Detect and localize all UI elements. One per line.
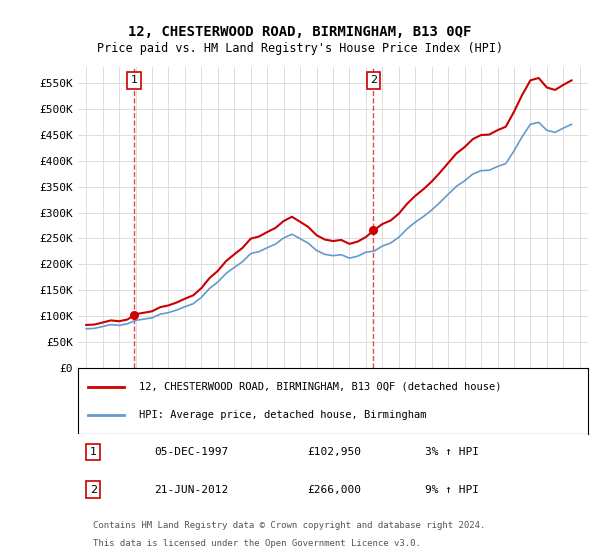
Text: 05-DEC-1997: 05-DEC-1997 [155,447,229,457]
Text: HPI: Average price, detached house, Birmingham: HPI: Average price, detached house, Birm… [139,410,427,421]
Text: £266,000: £266,000 [308,485,361,494]
Text: 21-JUN-2012: 21-JUN-2012 [155,485,229,494]
Text: Contains HM Land Registry data © Crown copyright and database right 2024.: Contains HM Land Registry data © Crown c… [94,521,485,530]
Text: 12, CHESTERWOOD ROAD, BIRMINGHAM, B13 0QF: 12, CHESTERWOOD ROAD, BIRMINGHAM, B13 0Q… [128,25,472,39]
Text: 3% ↑ HPI: 3% ↑ HPI [425,447,479,457]
Text: 2: 2 [370,75,377,85]
Text: 9% ↑ HPI: 9% ↑ HPI [425,485,479,494]
Text: Price paid vs. HM Land Registry's House Price Index (HPI): Price paid vs. HM Land Registry's House … [97,42,503,55]
Text: 1: 1 [131,75,138,85]
Point [130,310,139,319]
Text: 1: 1 [90,447,97,457]
Text: This data is licensed under the Open Government Licence v3.0.: This data is licensed under the Open Gov… [94,539,421,548]
Text: 12, CHESTERWOOD ROAD, BIRMINGHAM, B13 0QF (detached house): 12, CHESTERWOOD ROAD, BIRMINGHAM, B13 0Q… [139,381,502,391]
Point [368,226,378,235]
Text: £102,950: £102,950 [308,447,361,457]
Text: 2: 2 [90,485,97,494]
